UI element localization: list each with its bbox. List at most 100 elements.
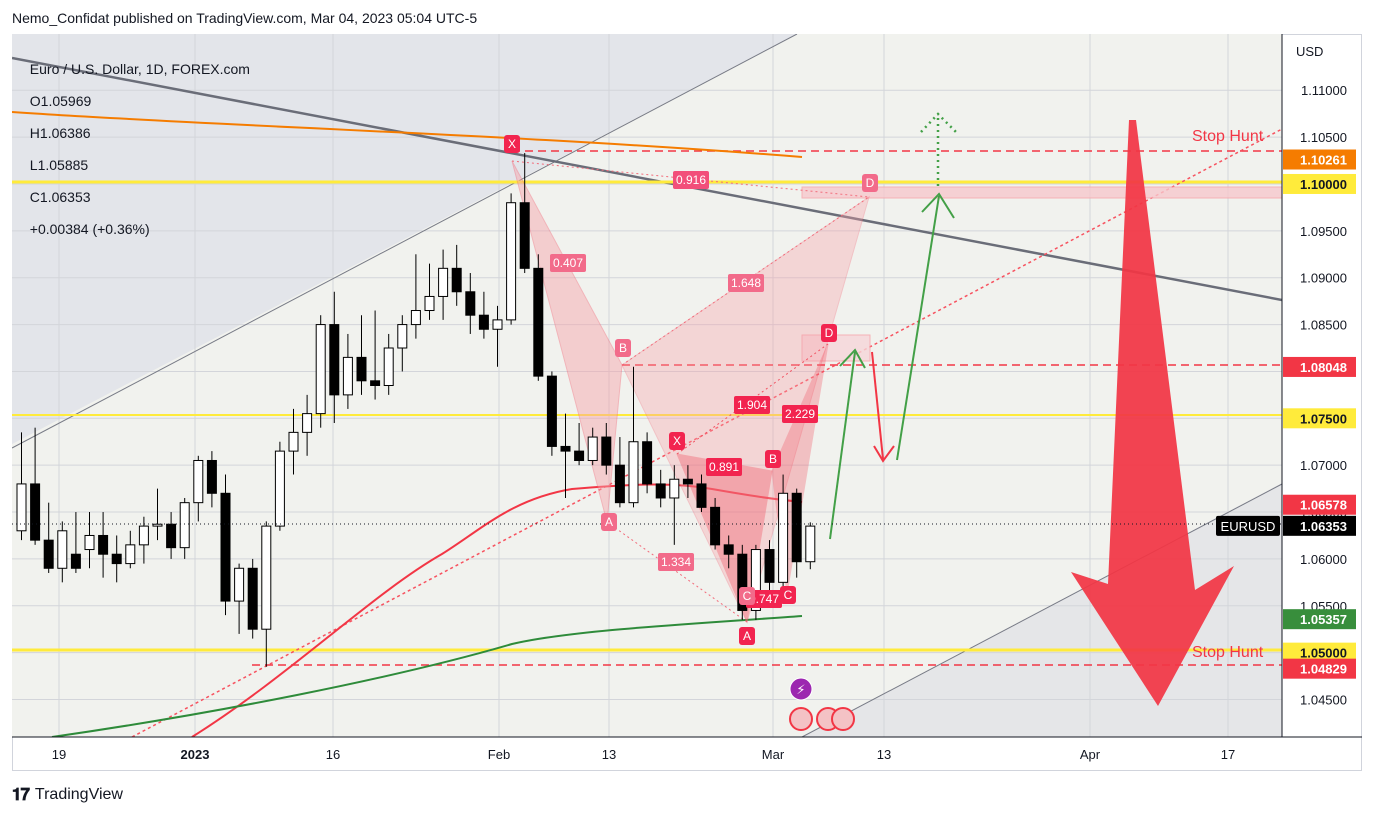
candle-body bbox=[234, 567, 245, 602]
candle-body bbox=[43, 539, 54, 569]
legend-high-label: H bbox=[29, 125, 40, 141]
ratio-badge bbox=[782, 405, 818, 423]
legend-open-label: O bbox=[29, 93, 41, 109]
candle-body bbox=[492, 319, 503, 330]
candle-body bbox=[438, 267, 449, 297]
channel-lower-line bbox=[801, 483, 1282, 737]
candle-body bbox=[560, 445, 571, 452]
candle-body bbox=[587, 436, 598, 461]
candle-body bbox=[370, 380, 381, 386]
red-moving-average bbox=[191, 483, 803, 737]
candle-body bbox=[261, 525, 272, 630]
candle-body bbox=[805, 525, 816, 563]
pattern-point-label: C bbox=[784, 588, 793, 602]
price-tag-label: 1.10261 bbox=[1300, 153, 1347, 168]
candle-body bbox=[125, 544, 136, 565]
publish-attribution: Nemo_Confidat published on TradingView.c… bbox=[12, 10, 478, 26]
candle-body bbox=[710, 506, 721, 546]
legend-close-value: 1.06353 bbox=[39, 189, 91, 205]
candle-body bbox=[478, 314, 489, 330]
candle-body bbox=[70, 553, 81, 569]
tradingview-mark-icon: 𝟏𝟕 bbox=[12, 785, 30, 804]
events-icons[interactable]: ⚡ bbox=[789, 677, 855, 731]
candle-body bbox=[628, 441, 639, 504]
pattern-point-label: X bbox=[508, 137, 516, 151]
time-tick-label: 17 bbox=[1221, 747, 1235, 762]
ratio-label: 1.648 bbox=[731, 276, 761, 290]
ratio-label: 1.334 bbox=[661, 555, 691, 569]
pattern-point-badge bbox=[821, 324, 837, 342]
candle-body bbox=[193, 459, 204, 504]
us-flag-icon[interactable] bbox=[789, 707, 813, 731]
pattern-point-badge bbox=[862, 174, 878, 192]
symbol-tag-label: EURUSD bbox=[1221, 519, 1276, 534]
us-flag-icon[interactable] bbox=[831, 707, 855, 731]
harmonic-xb-dotted bbox=[606, 521, 748, 623]
candle-body bbox=[424, 295, 435, 312]
lightning-icon[interactable] bbox=[789, 677, 813, 701]
ratio-badge bbox=[658, 553, 694, 571]
time-tick-label: Mar bbox=[762, 747, 785, 762]
candle-body bbox=[750, 549, 761, 611]
price-tag bbox=[1283, 658, 1356, 679]
pattern-point-label: X bbox=[673, 434, 681, 448]
time-axis[interactable]: 19 2023 16 Feb 13 Mar 13 Apr 17 bbox=[52, 747, 1235, 762]
candle-body bbox=[383, 347, 394, 386]
candle-body bbox=[533, 267, 544, 377]
legend-low-label: L bbox=[29, 157, 38, 173]
ratio-badge bbox=[673, 171, 709, 189]
price-tag bbox=[1283, 149, 1356, 170]
price-tag bbox=[1283, 515, 1356, 536]
ratio-label: 0.891 bbox=[709, 460, 739, 474]
time-tick-label: 16 bbox=[326, 747, 340, 762]
candle-body bbox=[288, 431, 299, 452]
price-tag-label: 1.10000 bbox=[1300, 177, 1347, 192]
pattern-point-badge bbox=[739, 627, 755, 645]
candle-body bbox=[84, 534, 95, 551]
candle-body bbox=[655, 483, 666, 499]
candle-body bbox=[247, 567, 258, 630]
candle-body bbox=[519, 202, 530, 269]
candle-body bbox=[356, 356, 367, 382]
candle-body bbox=[16, 483, 27, 532]
ratio-badge bbox=[706, 458, 742, 476]
candle-body bbox=[669, 478, 680, 499]
price-tag-label: 1.06353 bbox=[1300, 519, 1347, 534]
ratio-label: 0.407 bbox=[553, 256, 583, 270]
red-arrow-down bbox=[871, 351, 884, 460]
candle-body bbox=[546, 375, 557, 447]
pattern-point-badge bbox=[765, 450, 781, 468]
tradingview-wordmark: TradingView bbox=[34, 786, 123, 803]
candle-body bbox=[764, 549, 775, 583]
candle-body bbox=[315, 324, 326, 415]
legend-high-value: 1.06386 bbox=[39, 125, 91, 141]
candle-body bbox=[642, 441, 653, 485]
pattern-point-badge bbox=[504, 135, 520, 153]
price-tick-label: 1.04500 bbox=[1300, 693, 1347, 708]
channel-upper-line bbox=[12, 34, 798, 449]
chart-canvas[interactable]: 0.916 0.407 1.648 1.904 2.229 0.891 1.334 0.747… bbox=[12, 34, 1362, 771]
candle-body bbox=[601, 436, 612, 466]
pattern-point-label: A bbox=[743, 629, 751, 643]
candle-body bbox=[614, 464, 625, 504]
red-arrow-head bbox=[873, 445, 895, 463]
pattern-point-badge bbox=[739, 587, 755, 605]
candle-body bbox=[274, 450, 285, 527]
symbol-legend[interactable]: Euro / U.S. Dollar, 1D, FOREX.com O1.059… bbox=[22, 45, 250, 237]
price-tags: 1.10261 1.10000 1.08048 1.07500 1.06578 1.063… bbox=[1216, 149, 1356, 679]
pattern-point-label: B bbox=[619, 341, 627, 355]
candle-body bbox=[166, 523, 177, 549]
price-tag-label: 1.08048 bbox=[1300, 360, 1347, 375]
pattern-point-label: A bbox=[605, 515, 613, 529]
ratio-label: 0.747 bbox=[749, 592, 779, 606]
pattern-point-badge bbox=[780, 586, 796, 604]
tradingview-logo[interactable]: 𝟏𝟕 TradingView bbox=[12, 785, 123, 805]
candle-body bbox=[329, 324, 340, 396]
price-tag bbox=[1283, 356, 1356, 377]
axis-currency[interactable]: USD bbox=[1296, 44, 1324, 59]
candle-body bbox=[737, 553, 748, 611]
candle-body bbox=[682, 478, 693, 485]
ratio-badge bbox=[550, 254, 586, 272]
time-tick-label: 2023 bbox=[181, 747, 210, 762]
candle-body bbox=[57, 530, 68, 569]
